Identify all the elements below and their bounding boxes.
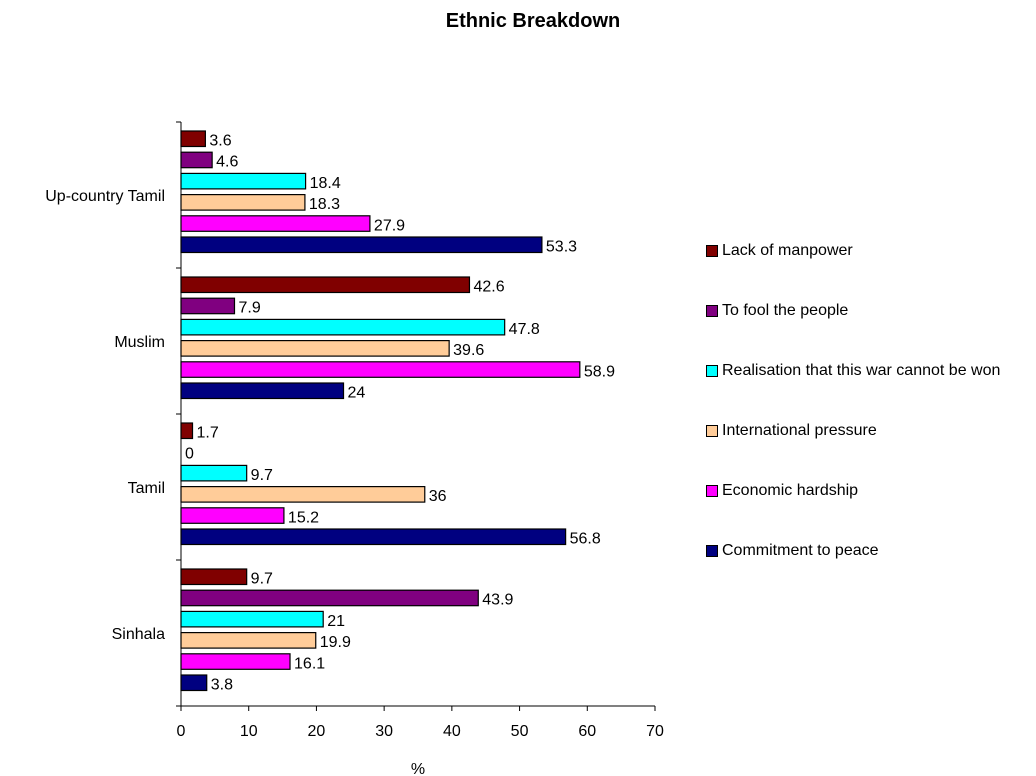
bar xyxy=(180,236,543,254)
x-tick-label: 60 xyxy=(578,723,596,740)
category-label: Up-country Tamil xyxy=(45,188,165,205)
bar xyxy=(180,589,479,607)
legend-swatch xyxy=(706,305,718,317)
x-tick-label: 50 xyxy=(511,723,529,740)
data-label: 18.3 xyxy=(309,196,340,213)
bar xyxy=(180,653,291,670)
data-label: 43.9 xyxy=(482,592,513,609)
legend-label: International pressure xyxy=(722,422,877,439)
legend-item: Realisation that this war cannot be won xyxy=(706,360,1036,420)
bar xyxy=(180,382,345,400)
bar xyxy=(180,276,471,294)
legend-swatch xyxy=(706,485,718,497)
data-label: 1.7 xyxy=(197,425,219,442)
legend-swatch xyxy=(706,545,718,557)
legend-item: International pressure xyxy=(706,420,1036,480)
legend-label: To fool the people xyxy=(722,302,849,319)
bar xyxy=(180,318,506,336)
data-label: 16.1 xyxy=(294,655,325,672)
data-label: 56.8 xyxy=(570,531,601,548)
legend-swatch xyxy=(706,365,718,377)
legend-label: Lack of manpower xyxy=(722,242,853,259)
data-label: 24 xyxy=(348,385,366,402)
data-label: 7.9 xyxy=(238,300,260,317)
data-label: 9.7 xyxy=(251,467,273,484)
data-label: 47.8 xyxy=(509,321,540,338)
x-tick-label: 0 xyxy=(177,723,186,740)
bar xyxy=(180,361,581,378)
legend: Lack of manpower To fool the people Realis… xyxy=(706,240,1036,600)
data-label: 0 xyxy=(185,446,194,463)
bar xyxy=(180,215,371,232)
category-label: Tamil xyxy=(128,480,165,497)
bar xyxy=(180,172,307,190)
data-label: 19.9 xyxy=(320,634,351,651)
bar xyxy=(180,297,236,315)
legend-label: Economic hardship xyxy=(722,482,859,499)
data-label: 42.6 xyxy=(473,279,504,296)
bar xyxy=(180,631,317,649)
data-label: 3.8 xyxy=(211,677,233,694)
legend-swatch xyxy=(706,245,718,257)
legend-item: To fool the people xyxy=(706,300,1036,360)
category-label: Muslim xyxy=(114,334,165,351)
bar xyxy=(180,422,194,440)
data-label: 27.9 xyxy=(374,217,405,234)
category-label: Sinhala xyxy=(112,626,165,643)
x-tick-label: 70 xyxy=(646,723,664,740)
legend-label: Commitment to peace xyxy=(722,542,879,559)
bar xyxy=(180,464,248,482)
bar xyxy=(180,610,324,628)
bar xyxy=(180,486,426,503)
x-tick-label: 30 xyxy=(375,723,393,740)
data-label: 3.6 xyxy=(209,133,231,150)
legend-swatch xyxy=(706,425,718,437)
data-label: 53.3 xyxy=(546,239,577,256)
data-label: 9.7 xyxy=(251,571,273,588)
data-label: 18.4 xyxy=(310,175,341,192)
bar xyxy=(180,507,285,524)
x-tick-label: 40 xyxy=(443,723,461,740)
bar xyxy=(180,528,567,546)
bar xyxy=(180,568,248,586)
bar xyxy=(180,194,306,211)
x-axis-label: % xyxy=(411,761,425,776)
bar xyxy=(180,674,208,692)
data-label: 36 xyxy=(429,488,447,505)
legend-item: Lack of manpower xyxy=(706,240,1036,300)
legend-item: Economic hardship xyxy=(706,480,1036,540)
x-tick-label: 10 xyxy=(240,723,258,740)
bar xyxy=(180,340,450,357)
legend-label: Realisation that this war cannot be won xyxy=(722,362,1001,379)
data-label: 39.6 xyxy=(453,342,484,359)
data-label: 58.9 xyxy=(584,363,615,380)
bar xyxy=(180,151,213,169)
data-label: 21 xyxy=(327,613,345,630)
bar xyxy=(180,130,206,148)
data-label: 15.2 xyxy=(288,509,319,526)
data-label: 4.6 xyxy=(216,154,238,171)
x-tick-label: 20 xyxy=(308,723,326,740)
chart-title: Ethnic Breakdown xyxy=(445,10,621,32)
legend-item: Commitment to peace xyxy=(706,540,1036,600)
